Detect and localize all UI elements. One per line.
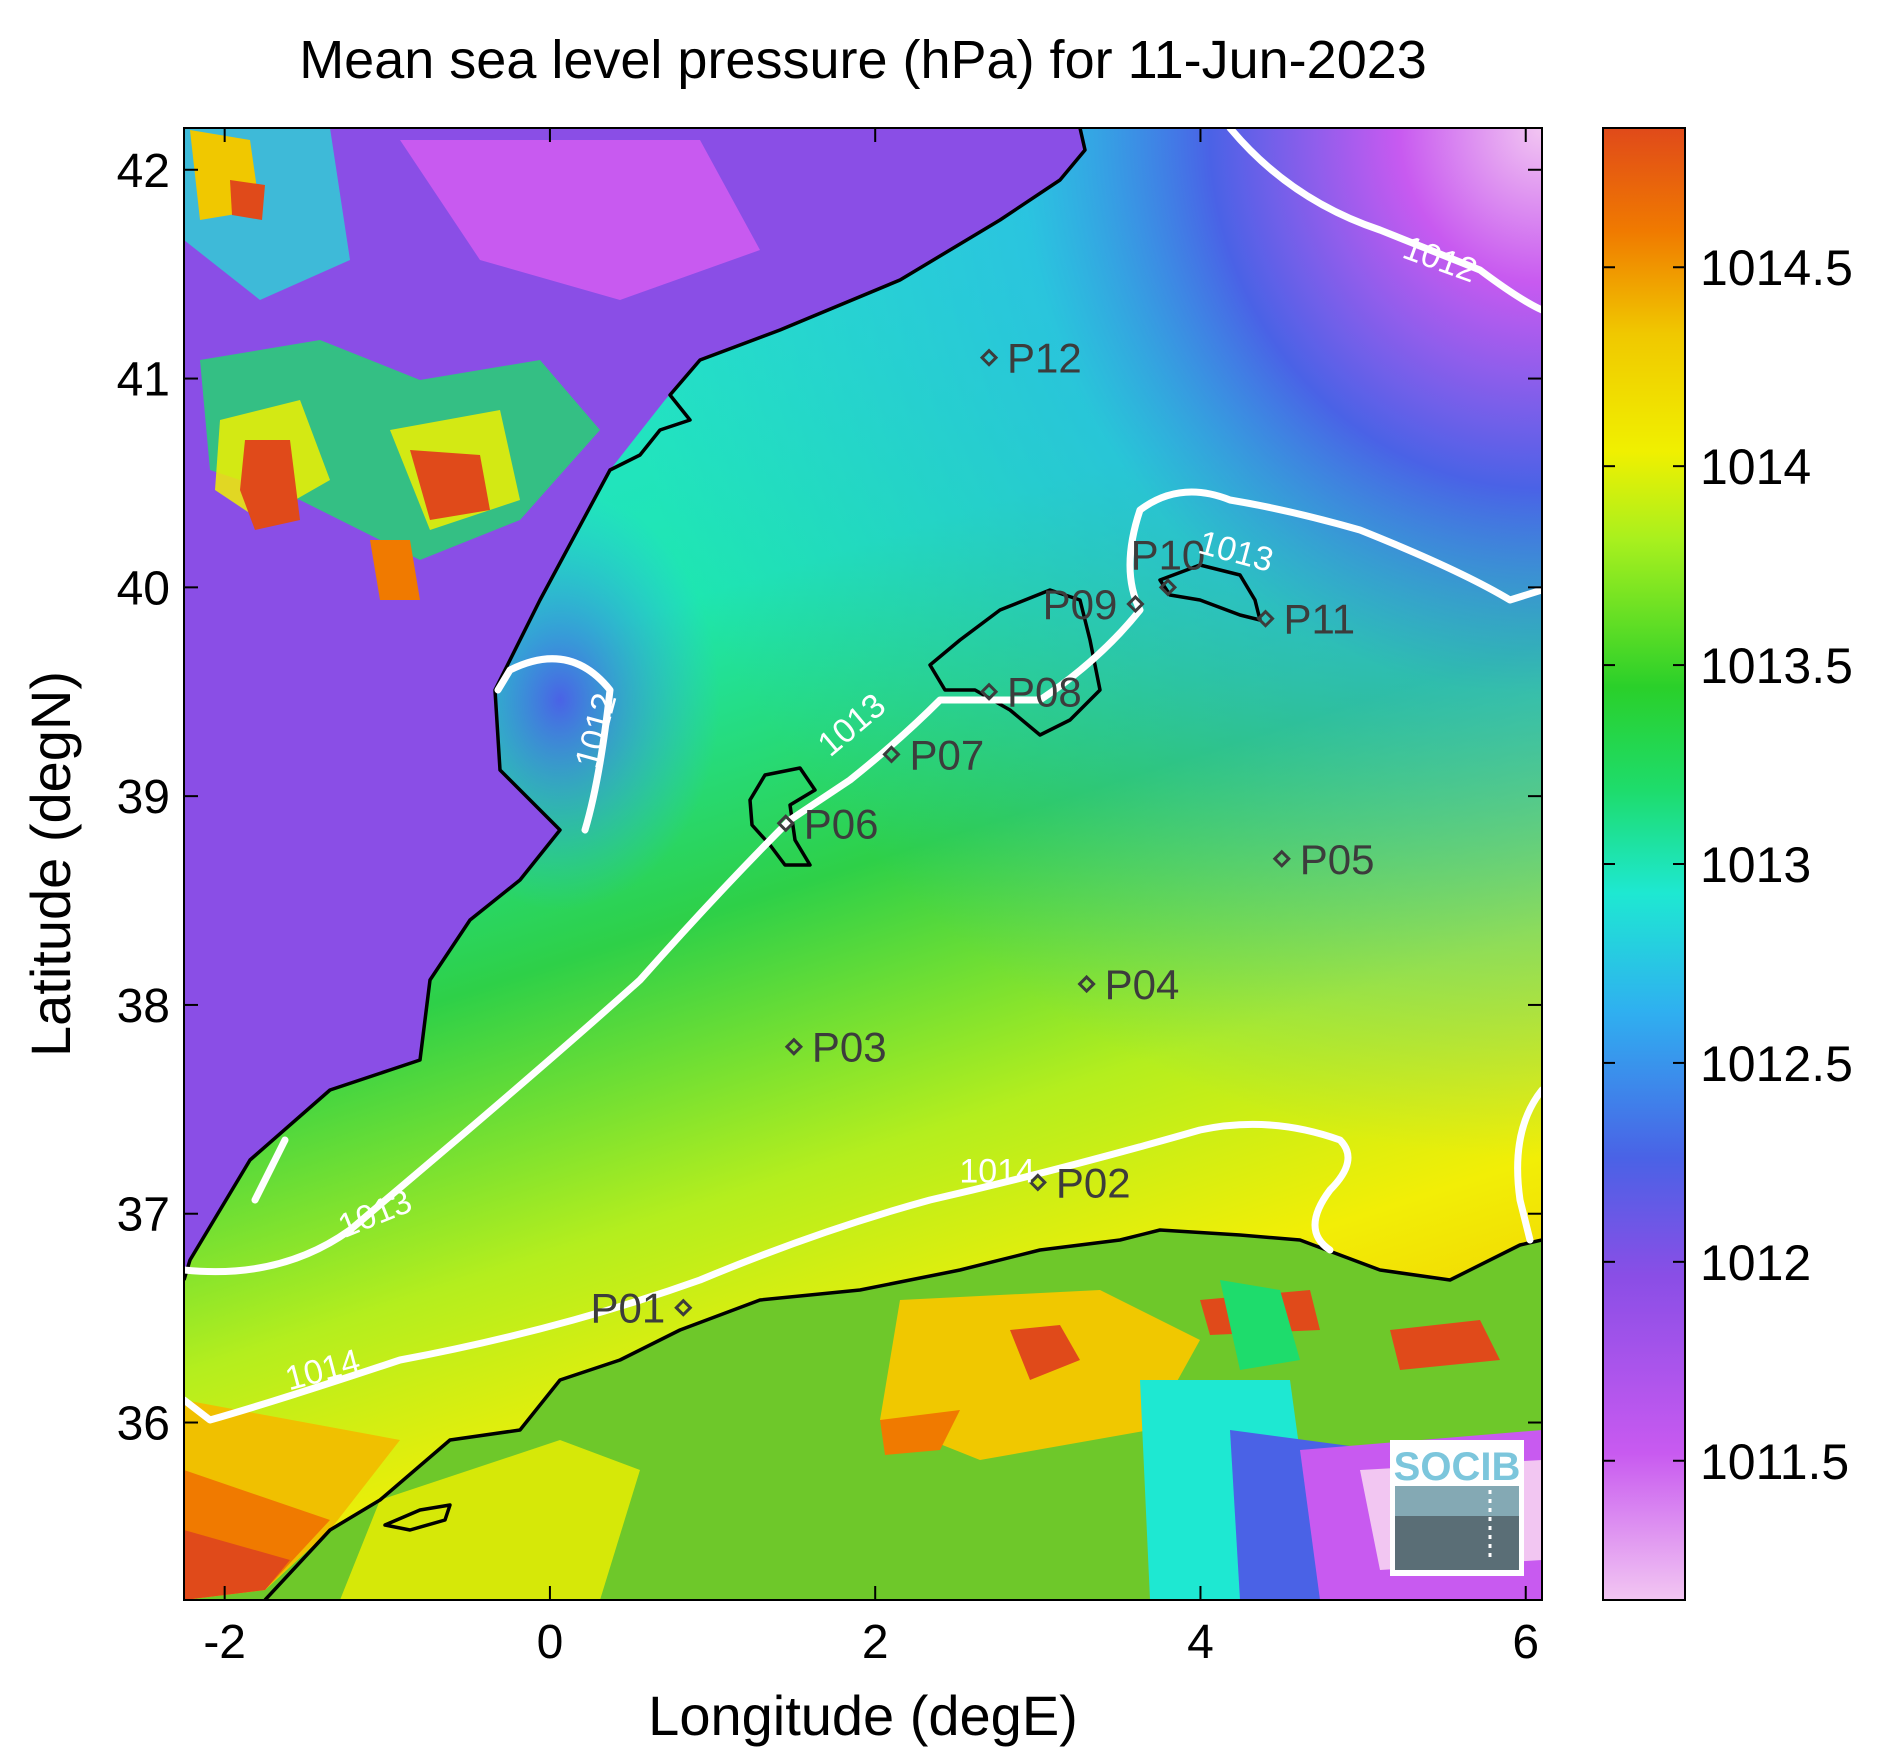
x-tick-label: 6 (1512, 1616, 1539, 1669)
station-label: P07 (909, 731, 984, 778)
colorbar-tick-label: 1011.5 (1700, 1434, 1849, 1490)
socib-logo: SOCIB (1390, 1440, 1524, 1576)
station-p05: P05 (1272, 836, 1375, 883)
colorbar-tick-label: 1013 (1700, 837, 1811, 893)
station-p06: P06 (776, 800, 879, 847)
socib-logo-text: SOCIB (1394, 1445, 1521, 1489)
y-tick-label: 38 (117, 980, 170, 1033)
colorbar-tick-label: 1012 (1700, 1235, 1811, 1291)
station-p04: P04 (1077, 961, 1180, 1008)
chart-title: Mean sea level pressure (hPa) for 11-Jun… (299, 30, 1427, 90)
station-label: P08 (1007, 669, 1082, 716)
station-marker-icon (776, 814, 795, 833)
pressure-field (184, 128, 1542, 1600)
station-label: P09 (1043, 581, 1118, 628)
station-marker-icon (1077, 974, 1096, 994)
x-axis-ticks: -2 0 2 4 6 (203, 128, 1539, 1669)
station-markers: P01 P02 P03 P04 P05 P06 P07 P08 P09 P10 P11 P12 (591, 335, 1375, 1332)
x-tick-label: -2 (203, 1616, 246, 1669)
colorbar-tick-label: 1012.5 (1700, 1036, 1853, 1092)
station-marker-icon (784, 1037, 804, 1056)
y-tick-label: 37 (117, 1189, 170, 1242)
x-tick-label: 4 (1187, 1616, 1214, 1669)
station-label: P01 (591, 1285, 666, 1332)
y-tick-label: 40 (117, 562, 170, 615)
station-marker-icon (1272, 849, 1291, 868)
station-p10: P10 (1131, 531, 1206, 597)
station-p12: P12 (979, 335, 1082, 382)
station-marker-icon (1256, 609, 1275, 628)
x-tick-label: 0 (537, 1616, 564, 1669)
colorbar-ticks: 1011.5 1012 1012.5 1013 1013.5 1014 1014.5 (1603, 240, 1853, 1490)
y-tick-label: 42 (117, 145, 170, 198)
station-label: P11 (1284, 596, 1356, 643)
x-axis-label: Longitude (degE) (648, 1684, 1078, 1747)
y-tick-label: 41 (117, 354, 170, 407)
contour-lines (184, 128, 1542, 1424)
colorbar-tick-label: 1014 (1700, 439, 1811, 495)
colorbar-tick-label: 1014.5 (1700, 240, 1853, 296)
station-label: P04 (1105, 961, 1180, 1008)
station-marker-icon (674, 1298, 693, 1317)
station-label: P12 (1007, 335, 1082, 382)
y-axis-label: Latitude (degN) (19, 671, 82, 1057)
station-p08: P08 (979, 669, 1082, 716)
station-p11: P11 (1256, 596, 1356, 643)
station-marker-icon (882, 745, 901, 764)
y-tick-label: 36 (117, 1398, 170, 1451)
station-marker-icon (1028, 1173, 1047, 1192)
colorbar-tick-label: 1013.5 (1700, 638, 1853, 694)
station-p02: P02 (1028, 1159, 1131, 1206)
station-marker-icon (1158, 578, 1178, 597)
station-p09: P09 (1043, 581, 1145, 628)
station-label: P03 (812, 1024, 887, 1071)
station-label: P02 (1056, 1159, 1131, 1206)
colorbar (1602, 127, 1686, 1601)
station-label: P06 (804, 800, 879, 847)
station-marker-icon (979, 682, 999, 701)
y-axis-ticks: 36 37 38 39 40 41 42 (117, 145, 1542, 1451)
plot-frame (183, 127, 1543, 1601)
station-label: P05 (1300, 836, 1375, 883)
y-tick-label: 39 (117, 771, 170, 824)
station-marker-icon (979, 348, 999, 367)
station-marker-icon (1126, 594, 1145, 614)
station-p01: P01 (591, 1285, 693, 1332)
station-p03: P03 (784, 1024, 887, 1071)
x-tick-label: 2 (862, 1616, 889, 1669)
coastlines (184, 128, 1542, 1600)
station-p07: P07 (882, 731, 984, 778)
station-label: P10 (1131, 531, 1206, 578)
contour-label: 1014 (959, 1152, 1035, 1190)
